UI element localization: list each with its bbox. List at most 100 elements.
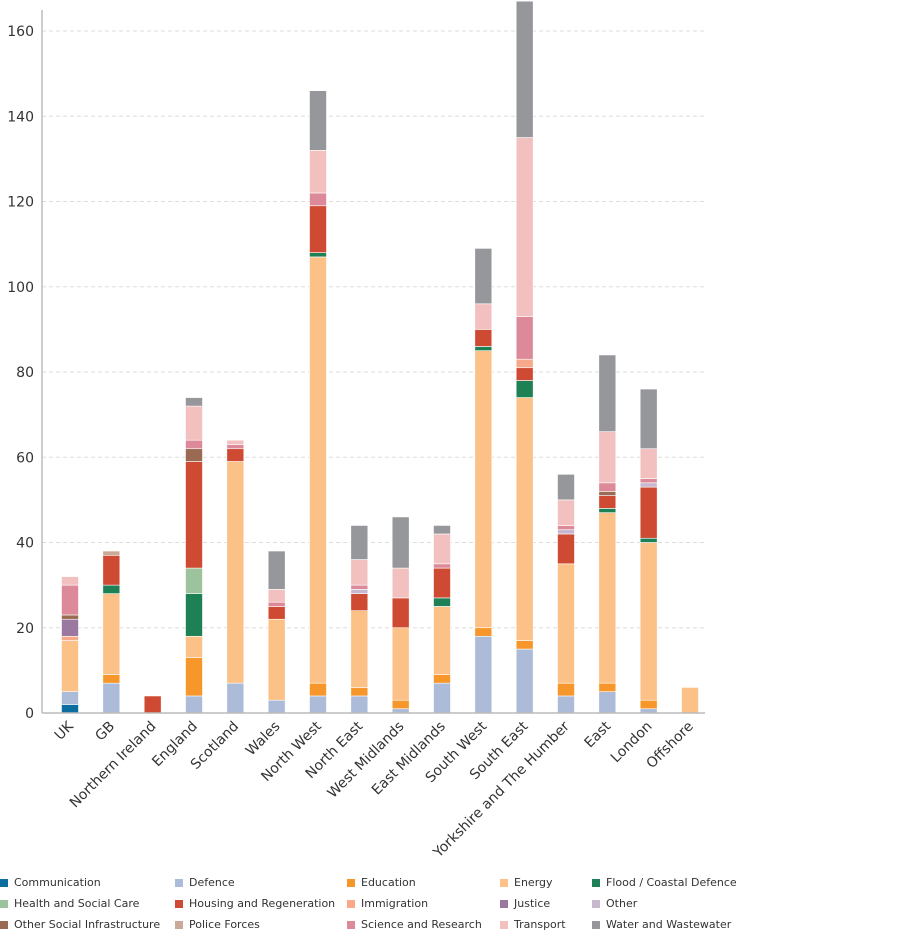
legend-item: Water and Wastewater: [592, 918, 731, 931]
bar-segment-water-and-wastewater: [474, 248, 493, 305]
legend-label: Flood / Coastal Defence: [606, 876, 737, 889]
legend-swatch: [592, 920, 600, 929]
bar-segment-defence: [433, 682, 451, 714]
legend-label: Health and Social Care: [14, 897, 140, 910]
bar-segment-other-social-infrastructure: [61, 614, 79, 620]
bar-segment-education: [474, 627, 493, 637]
bar-segment-flood-coastal-defence: [309, 252, 327, 258]
legend-item: Education: [347, 876, 416, 889]
bar-segment-energy: [681, 687, 699, 714]
bar-segment-defence: [557, 695, 575, 714]
bar-segment-flood-coastal-defence: [185, 593, 203, 637]
legend-item: Science and Research: [347, 918, 482, 931]
bar-segment-transport: [639, 448, 658, 479]
bar-segment-energy: [515, 397, 534, 641]
bar-segment-other: [639, 482, 658, 488]
legend-label: Other: [606, 897, 638, 910]
bar-segment-other-social-infrastructure: [598, 491, 617, 496]
bar-segment-energy: [61, 640, 79, 692]
bar-segment-housing-and-regeneration: [639, 486, 658, 539]
legend-label: Science and Research: [361, 918, 482, 931]
bar-segment-transport: [391, 567, 410, 599]
bar-segment-police-forces: [102, 550, 121, 556]
y-tick-label: 120: [7, 195, 34, 211]
bar-segment-education: [598, 682, 617, 692]
bar-segment-housing-and-regeneration: [350, 593, 369, 612]
bar-segment-justice: [61, 618, 79, 637]
legend-label: Transport: [514, 918, 566, 931]
bar-segment-other-social-infrastructure: [185, 448, 203, 462]
bar-segment-housing-and-regeneration: [433, 567, 451, 599]
x-tick-label: GB: [92, 719, 118, 745]
y-tick-label: 100: [7, 280, 34, 296]
legend-label: Education: [361, 876, 416, 889]
bar-segment-science-and-research: [557, 525, 575, 531]
bar-segment-housing-and-regeneration: [309, 205, 327, 253]
legend-item: Immigration: [347, 897, 428, 910]
bar-segment-science-and-research: [185, 439, 203, 450]
bar-segment-health-and-social-care: [185, 567, 203, 594]
bar-segment-housing-and-regeneration: [557, 533, 575, 565]
x-tick-label: Wales: [243, 719, 284, 760]
bar-segment-transport: [185, 405, 203, 441]
bar-segment-energy: [350, 610, 369, 688]
legend-item: Flood / Coastal Defence: [592, 876, 737, 889]
bar-segment-transport: [557, 499, 575, 526]
legend-item: Transport: [500, 918, 566, 931]
bar-segment-flood-coastal-defence: [598, 508, 617, 513]
bar-segment-water-and-wastewater: [639, 388, 658, 450]
y-tick-label: 20: [16, 621, 34, 637]
legend-label: Other Social Infrastructure: [14, 918, 161, 931]
bar-segment-energy: [639, 542, 658, 701]
legend-swatch: [0, 920, 8, 929]
legend-item: Other: [592, 897, 637, 910]
bar-segment-education: [639, 699, 658, 710]
bar-segment-water-and-wastewater: [267, 550, 286, 590]
bar-segment-education: [433, 674, 451, 684]
bar-segment-science-and-research: [515, 316, 534, 360]
legend-swatch: [592, 899, 600, 908]
legend-swatch: [0, 878, 8, 887]
bar-segment-education: [557, 682, 575, 697]
bar-segment-science-and-research: [639, 478, 658, 484]
bar-segment-energy: [267, 618, 286, 701]
legend-swatch: [0, 899, 8, 908]
bar-segment-housing-and-regeneration: [598, 495, 617, 509]
legend-label: Energy: [514, 876, 553, 889]
bar-segment-science-and-research: [309, 192, 327, 207]
bar-segment-education: [309, 682, 327, 697]
bar-segment-defence: [350, 695, 369, 714]
bar-segment-housing-and-regeneration: [102, 554, 121, 586]
bar-segment-immigration: [515, 358, 534, 369]
bar-segment-transport: [598, 431, 617, 484]
legend-swatch: [175, 878, 183, 887]
bar-segment-defence: [598, 691, 617, 714]
bar-segment-energy: [185, 635, 203, 658]
legend-item: Defence: [175, 876, 235, 889]
bar-segment-energy: [226, 461, 245, 684]
legend-item: Police Forces: [175, 918, 260, 931]
bar-segment-science-and-research: [433, 563, 451, 569]
bar-segment-defence: [61, 691, 79, 705]
bar-segment-housing-and-regeneration: [515, 367, 534, 381]
x-tick-label: UK: [52, 718, 78, 744]
legend-swatch: [500, 878, 508, 887]
legend-label: Housing and Regeneration: [189, 897, 336, 910]
bar-segment-energy: [391, 627, 410, 701]
legend-label: Police Forces: [189, 918, 260, 931]
legend-swatch: [347, 920, 355, 929]
bar-segment-energy: [474, 350, 493, 629]
x-tick-label: East Midlands: [369, 719, 449, 799]
legend-label: Water and Wastewater: [606, 918, 732, 931]
bar-segment-communication: [61, 704, 79, 714]
legend-swatch: [175, 899, 183, 908]
bar-segment-energy: [309, 256, 327, 684]
bar-segment-water-and-wastewater: [350, 525, 369, 560]
bar-segment-transport: [61, 576, 79, 586]
bar-segment-energy: [557, 563, 575, 684]
bar-segment-transport: [309, 150, 327, 194]
bar-segment-science-and-research: [350, 584, 369, 590]
bar-segment-flood-coastal-defence: [639, 537, 658, 543]
bar-segment-defence: [102, 682, 121, 714]
